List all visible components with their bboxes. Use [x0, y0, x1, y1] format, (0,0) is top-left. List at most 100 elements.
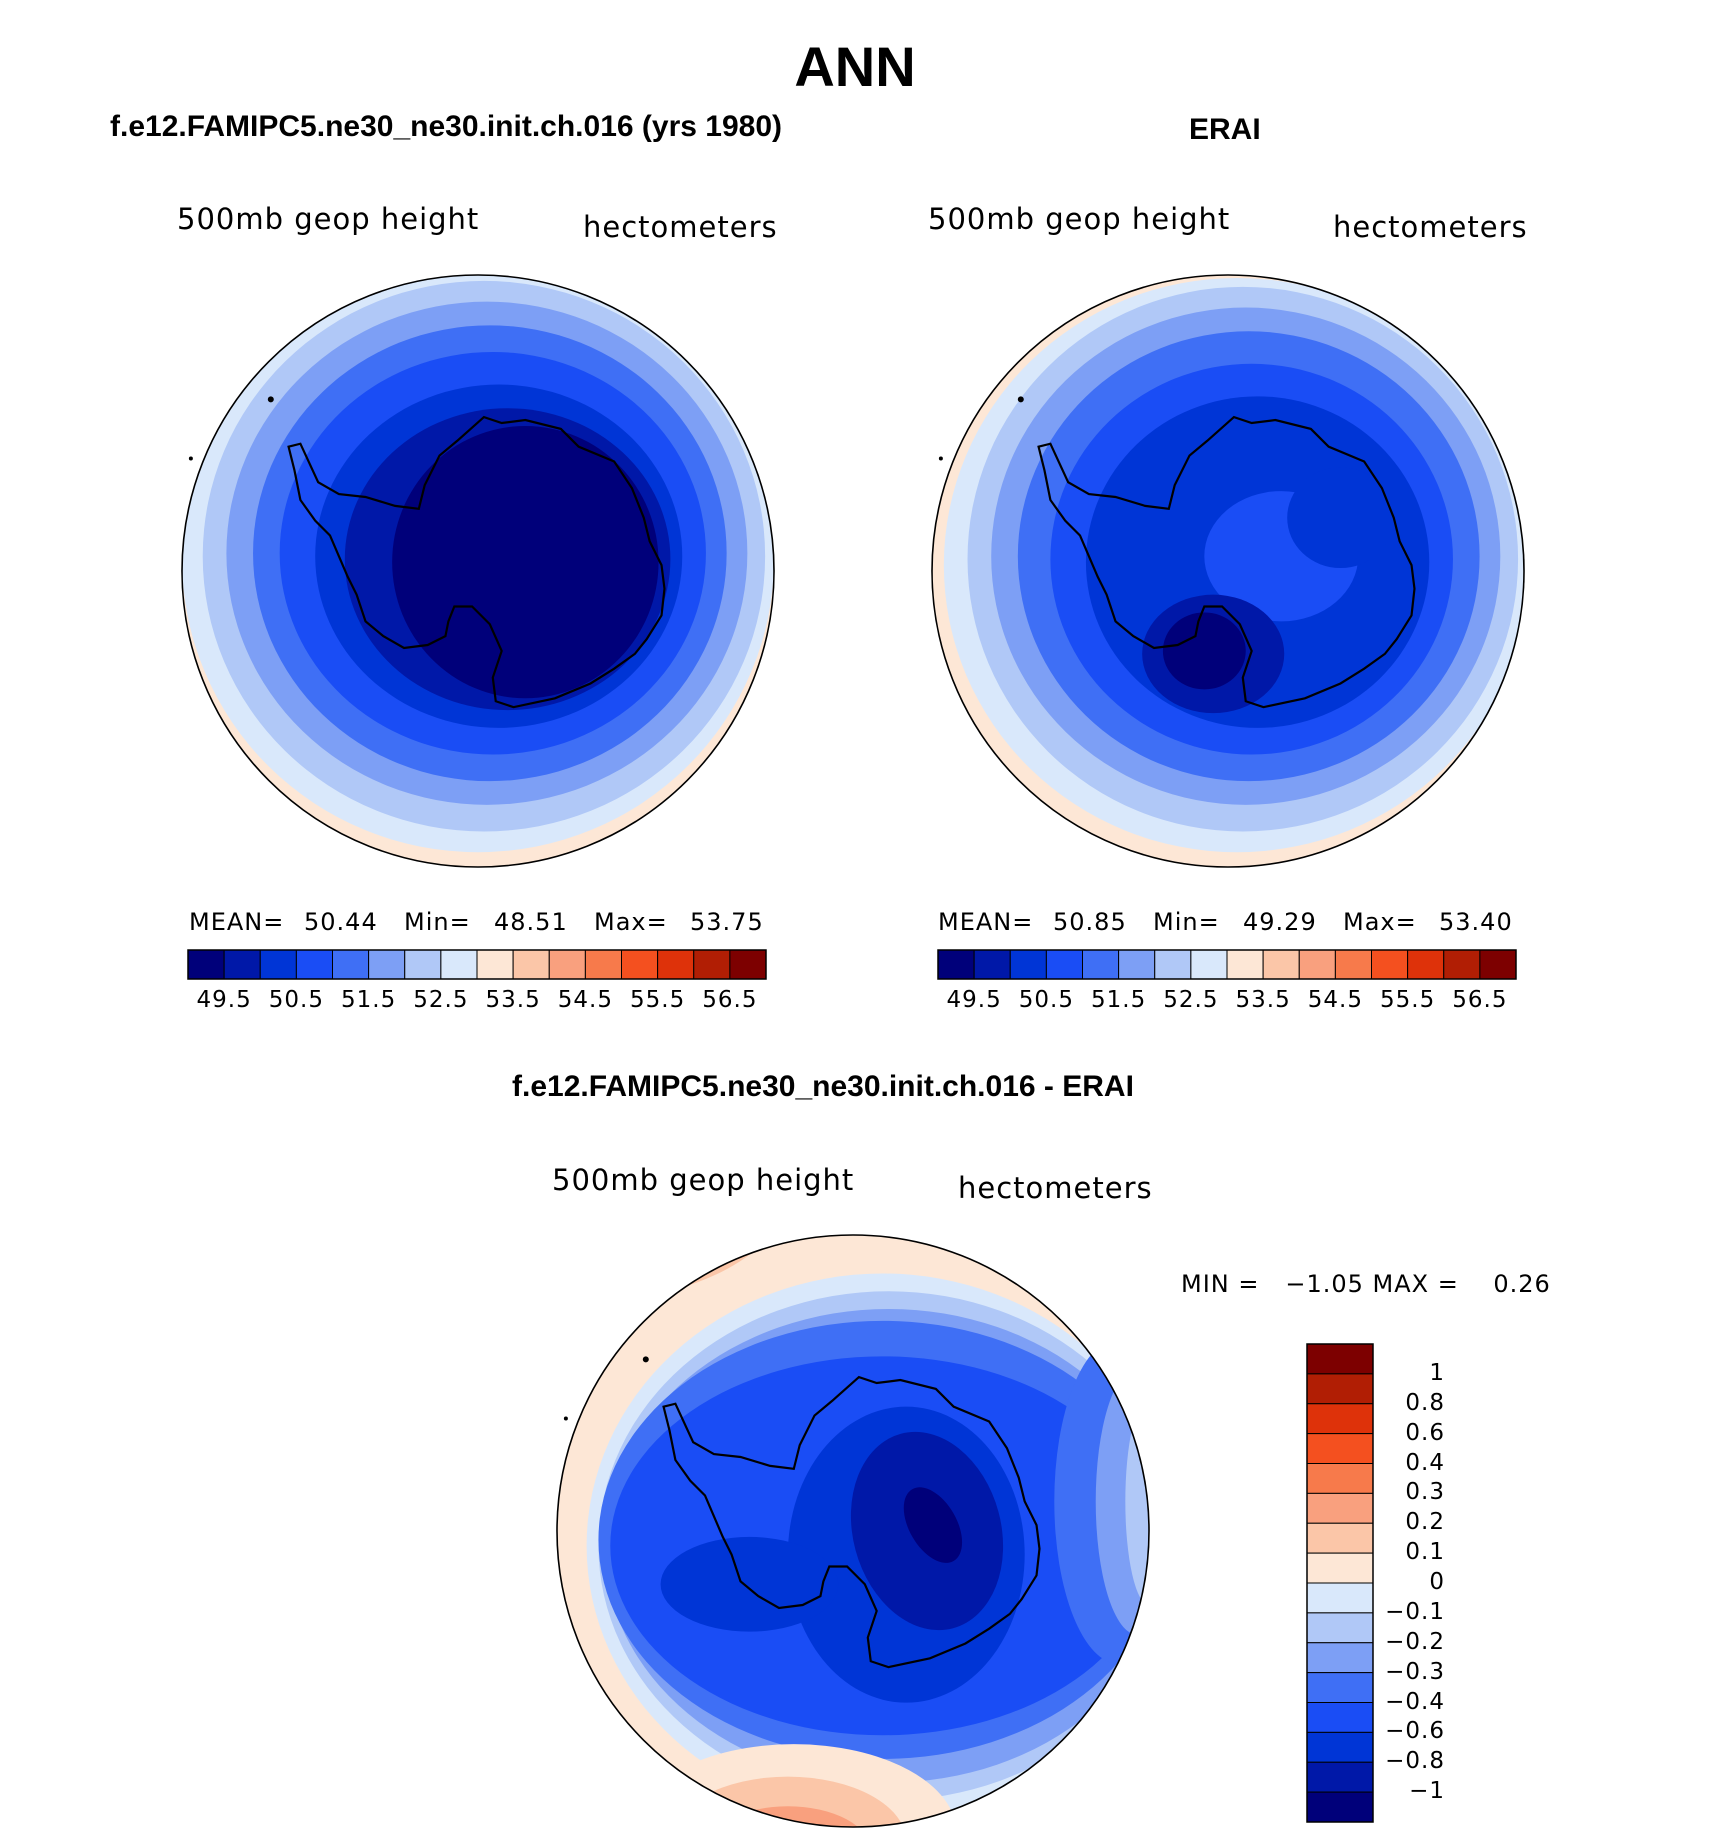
colorbar-swatch	[368, 949, 406, 980]
colorbar-tick-label: 1	[1429, 1359, 1445, 1386]
colorbar-swatch	[1306, 1343, 1374, 1375]
colorbar-swatch	[1306, 1373, 1374, 1405]
colorbar-tick-label: −0.8	[1385, 1748, 1445, 1775]
colorbar-tick-label: 56.5	[1452, 987, 1508, 1013]
contour-band-8	[1125, 1397, 1149, 1606]
colorbar-swatch	[259, 949, 297, 980]
colorbar-tick-label: −0.6	[1385, 1718, 1445, 1745]
colorbar-swatch	[476, 949, 514, 980]
colorbar-tick-label: −0.3	[1385, 1658, 1445, 1685]
obs-min-value: 49.29	[1243, 908, 1317, 936]
colorbar-swatch	[295, 949, 333, 980]
obs-polar-map	[931, 274, 1530, 868]
colorbar-swatch	[1009, 949, 1047, 980]
colorbar-swatch	[187, 949, 225, 980]
island-marker	[188, 456, 193, 461]
island-marker	[938, 456, 943, 461]
colorbar-swatch	[1306, 1433, 1374, 1464]
colorbar-swatch	[1371, 949, 1409, 980]
obs-panel-title: ERAI	[1189, 113, 1261, 146]
map-contours	[557, 1235, 1149, 1827]
colorbar-tick-label: 0.1	[1405, 1539, 1445, 1566]
obs-units-label: hectometers	[1333, 210, 1528, 244]
diff-min-max-label: MIN = −1.05 MAX = 0.26	[1181, 1270, 1551, 1298]
colorbar-swatch	[1306, 1463, 1374, 1494]
colorbar-swatch	[223, 949, 261, 980]
colorbar-swatch	[621, 949, 659, 980]
colorbar-swatch	[584, 949, 622, 980]
map-contours	[182, 275, 774, 867]
test-units-label: hectometers	[583, 210, 778, 244]
colorbar-swatch	[1306, 1731, 1374, 1763]
colorbar-tick-label: 0.4	[1405, 1449, 1445, 1476]
colorbar-frame	[937, 949, 1517, 980]
obs-mean-value: 50.85	[1053, 908, 1127, 936]
colorbar-swatch	[1306, 1552, 1374, 1584]
test-min-label: Min=	[404, 908, 471, 936]
colorbar-tick-label: 52.5	[413, 987, 469, 1013]
diff-variable-label: 500mb geop height	[552, 1163, 855, 1197]
colorbar-tick-label: 0.2	[1405, 1509, 1445, 1536]
contour-band-8	[392, 425, 659, 699]
colorbar-tick-label: 0.8	[1405, 1389, 1445, 1416]
colorbar-tick-label: −0.1	[1385, 1598, 1445, 1625]
colorbar-tick-label: −1	[1409, 1778, 1445, 1805]
colorbar-swatch	[440, 949, 478, 980]
colorbar-tick-label: 50.5	[1018, 987, 1074, 1013]
colorbar-frame	[1306, 1343, 1374, 1823]
test-max-label: Max=	[594, 908, 668, 936]
colorbar-swatch	[1407, 949, 1445, 980]
test-polar-map	[181, 266, 775, 868]
colorbar-swatch	[1443, 949, 1481, 980]
colorbar-tick-label: 51.5	[1091, 987, 1147, 1013]
colorbar-tick-label: 0.6	[1405, 1419, 1445, 1446]
island-marker	[1017, 396, 1024, 403]
colorbar-swatch	[937, 949, 975, 980]
colorbar-swatch	[1306, 1761, 1374, 1793]
colorbar-swatch	[1306, 1642, 1374, 1674]
colorbar-swatch	[1154, 949, 1192, 980]
obs-colorbar	[937, 949, 1517, 980]
colorbar-tick-label: 55.5	[630, 987, 686, 1013]
map-boundary	[931, 274, 1525, 868]
obs-variable-label: 500mb geop height	[928, 202, 1231, 236]
test-min-value: 48.51	[494, 908, 568, 936]
colorbar-tick-label: 53.5	[1235, 987, 1291, 1013]
contour-band-8	[1287, 467, 1394, 569]
diff-panel-title: f.e12.FAMIPC5.ne30_ne30.init.ch.016 - ER…	[512, 1070, 1134, 1103]
colorbar-tick-label: 52.5	[1163, 987, 1219, 1013]
colorbar-swatch	[332, 949, 370, 980]
contour-band-13	[631, 1744, 957, 1827]
colorbar-swatch	[1262, 949, 1300, 980]
colorbar-swatch	[1082, 949, 1120, 980]
colorbar-tick-label: 0.3	[1405, 1479, 1445, 1506]
main-title: ANN	[794, 35, 916, 98]
colorbar-tick-label: 50.5	[268, 987, 324, 1013]
colorbar-swatch	[1306, 1791, 1374, 1823]
colorbar-tick-label: 51.5	[341, 987, 397, 1013]
colorbar-tick-label: 0	[1429, 1569, 1445, 1595]
island-marker	[267, 396, 274, 403]
colorbar-swatch	[1226, 949, 1264, 980]
colorbar-swatch	[1306, 1702, 1374, 1733]
test-variable-label: 500mb geop height	[177, 202, 480, 236]
colorbar-swatch	[1334, 949, 1372, 980]
colorbar-tick-label: 54.5	[557, 987, 613, 1013]
colorbar-swatch	[1306, 1492, 1374, 1524]
colorbar-frame	[187, 949, 767, 980]
colorbar-tick-label: 53.5	[485, 987, 541, 1013]
colorbar-swatch	[1306, 1672, 1374, 1703]
island-marker	[563, 1416, 568, 1421]
colorbar-swatch	[1306, 1522, 1374, 1554]
obs-max-value: 53.40	[1439, 908, 1513, 936]
colorbar-swatch	[1298, 949, 1336, 980]
colorbar-swatch	[512, 949, 550, 980]
colorbar-tick-label: −0.4	[1385, 1688, 1445, 1715]
map-boundary	[181, 274, 775, 868]
diff-polar-map	[513, 1127, 1185, 1828]
colorbar-tick-label: 49.5	[946, 987, 1002, 1013]
diff-colorbar	[1306, 1343, 1374, 1823]
diff-units-label: hectometers	[958, 1171, 1153, 1205]
colorbar-swatch	[1479, 949, 1517, 980]
